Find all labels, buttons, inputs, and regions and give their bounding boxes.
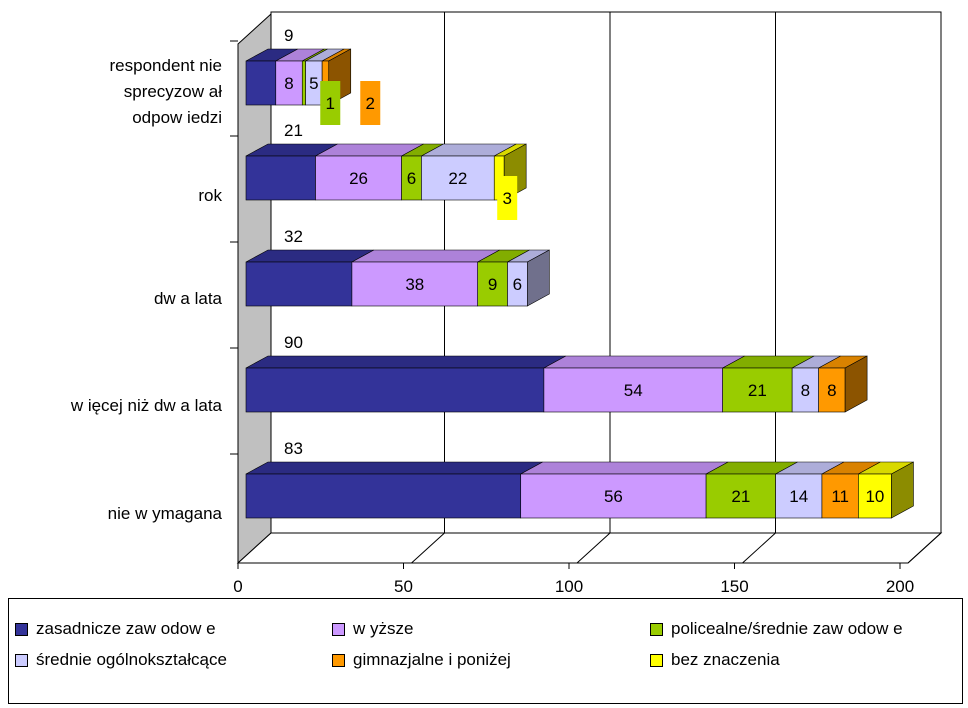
data-label-box <box>360 81 381 125</box>
bar-top-face <box>245 355 567 369</box>
data-label: 21 <box>284 121 303 140</box>
data-label: 5 <box>309 74 318 93</box>
legend-label: bez znaczenia <box>671 650 780 669</box>
legend-label: zasadnicze zaw odow e <box>36 619 216 638</box>
bar-segment <box>818 367 846 413</box>
legend-swatch <box>650 622 663 636</box>
x-tick-label: 0 <box>233 577 242 596</box>
data-label: 83 <box>284 439 303 458</box>
bar-segment <box>821 473 859 519</box>
legend-label: policealne/średnie zaw odow e <box>671 619 903 638</box>
bar-end-face <box>844 355 868 413</box>
bar-segment <box>722 367 793 413</box>
legend-item-srednie-ogolne: średnie ogólnokształcące <box>15 649 227 671</box>
data-label: 54 <box>624 381 643 400</box>
bar-segment <box>791 367 819 413</box>
x-tick-label: 200 <box>886 577 914 596</box>
legend-swatch <box>15 653 28 667</box>
bar-top-face <box>351 249 500 263</box>
floor-gridline <box>576 532 611 564</box>
data-label: 11 <box>831 487 849 506</box>
data-label: 9 <box>284 26 293 45</box>
data-label: 21 <box>731 487 750 506</box>
data-label: 8 <box>801 381 810 400</box>
data-label: 1 <box>326 94 335 113</box>
floor <box>236 532 943 564</box>
category-label: sprecyzow ał <box>124 82 222 101</box>
x-tick-label: 50 <box>394 577 413 596</box>
bar-segment <box>421 155 495 201</box>
legend-label: średnie ogólnokształcące <box>36 650 227 669</box>
data-label: 26 <box>349 169 368 188</box>
data-label: 9 <box>488 275 497 294</box>
data-label: 3 <box>502 189 511 208</box>
bar-segment <box>245 473 522 519</box>
bar-segment <box>315 155 402 201</box>
legend-swatch <box>332 622 345 636</box>
bar-segment <box>858 473 892 519</box>
bar-top-face <box>543 355 745 369</box>
bar-segment <box>705 473 776 519</box>
data-label: 8 <box>827 381 836 400</box>
data-label: 14 <box>789 487 808 506</box>
category-label: nie w ymagana <box>108 504 223 523</box>
bar-top-face <box>245 461 543 475</box>
bar-end-face <box>891 461 914 519</box>
legend-swatch <box>650 653 663 667</box>
legend-item-zasadnicze: zasadnicze zaw odow e <box>15 618 216 640</box>
bar-segment <box>775 473 823 519</box>
data-label: 38 <box>405 275 424 294</box>
legend-label: gimnazjalne i poniżej <box>353 650 511 669</box>
legend-item-bez-znaczenia: bez znaczenia <box>650 649 780 671</box>
data-label: 21 <box>748 381 767 400</box>
legend: zasadnicze zaw odow e w yższe policealne… <box>8 598 963 704</box>
data-label: 22 <box>448 169 467 188</box>
category-label: dw a lata <box>154 289 223 308</box>
floor-gridline <box>742 532 776 564</box>
legend-label: w yższe <box>353 619 414 638</box>
data-label: 2 <box>366 94 375 113</box>
bars <box>245 48 914 519</box>
category-label: odpow iedzi <box>132 108 222 127</box>
legend-item-policealne: policealne/średnie zaw odow e <box>650 618 903 640</box>
x-tick-label: 100 <box>555 577 583 596</box>
axes: 0 50 100 150 200 respondent nie sprecyzow ał od… <box>70 40 914 596</box>
category-label: rok <box>198 186 222 205</box>
bar-segment <box>477 261 508 307</box>
data-label: 56 <box>604 487 623 506</box>
data-label: 8 <box>284 74 293 93</box>
data-label: 6 <box>407 169 416 188</box>
bar-segment <box>245 155 316 201</box>
bar-segment <box>275 60 303 106</box>
data-label-box <box>497 176 518 220</box>
bar-segment <box>245 60 277 106</box>
data-label: 6 <box>513 275 522 294</box>
legend-item-gimnazjalne: gimnazjalne i poniżej <box>332 649 511 671</box>
bar-segment <box>543 367 723 413</box>
category-label: respondent nie <box>110 56 222 75</box>
data-label: 90 <box>284 333 303 352</box>
data-label: 32 <box>284 227 303 246</box>
data-label-box <box>320 81 341 125</box>
bar-top-face <box>520 461 729 475</box>
bar-segment <box>351 261 479 307</box>
legend-swatch <box>15 622 28 636</box>
category-label: w ięcej niż dw a lata <box>70 396 223 415</box>
data-label: 10 <box>865 487 884 506</box>
x-tick-label: 150 <box>720 577 748 596</box>
floor-gridline <box>907 532 942 564</box>
legend-swatch <box>332 653 345 667</box>
legend-item-wyzsze: w yższe <box>332 618 413 640</box>
bar-end-face <box>527 249 550 307</box>
bar-segment <box>245 367 545 413</box>
bar-segment <box>245 261 353 307</box>
floor-gridline <box>411 532 445 564</box>
bar-segment <box>301 60 306 106</box>
